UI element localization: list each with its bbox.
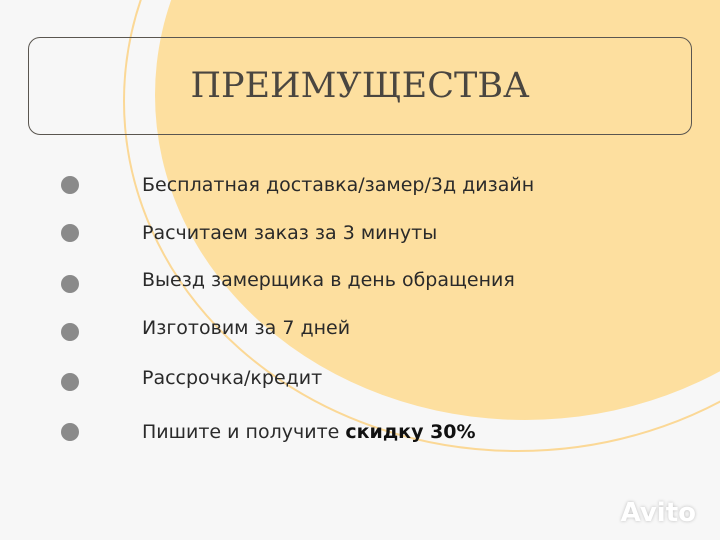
avito-watermark: Avito xyxy=(620,498,696,528)
decorative-ring xyxy=(123,0,720,452)
list-item: Изготовим за 7 дней xyxy=(0,313,720,343)
item-text: Рассрочка/кредит xyxy=(142,367,323,389)
bullet-icon xyxy=(61,275,79,293)
discount-highlight: скидку 30% xyxy=(345,421,476,443)
item-text-main: Пишите и получите xyxy=(142,421,346,443)
title-box: ПРЕИМУЩЕСТВА xyxy=(28,37,692,135)
bullet-icon xyxy=(61,423,79,441)
list-item: Пишите и получите скидку 30% xyxy=(0,417,720,447)
page-title: ПРЕИМУЩЕСТВА xyxy=(190,66,530,106)
list-item: Выезд замерщика в день обращения xyxy=(0,265,720,295)
decorative-yellow-circle xyxy=(155,0,720,420)
bullet-icon xyxy=(61,323,79,341)
item-text: Бесплатная доставка/замер/3д дизайн xyxy=(142,174,535,196)
bullet-icon xyxy=(61,373,79,391)
item-text: Расчитаем заказ за 3 минуты xyxy=(142,222,438,244)
list-item: Расчитаем заказ за 3 минуты xyxy=(0,218,720,248)
item-text: Пишите и получите скидку 30% xyxy=(142,420,476,444)
item-text: Выезд замерщика в день обращения xyxy=(142,269,515,291)
item-text: Изготовим за 7 дней xyxy=(142,317,351,339)
bullet-icon xyxy=(61,224,79,242)
list-item: Бесплатная доставка/замер/3д дизайн xyxy=(0,170,720,200)
bullet-icon xyxy=(61,176,79,194)
list-item: Рассрочка/кредит xyxy=(0,363,720,393)
